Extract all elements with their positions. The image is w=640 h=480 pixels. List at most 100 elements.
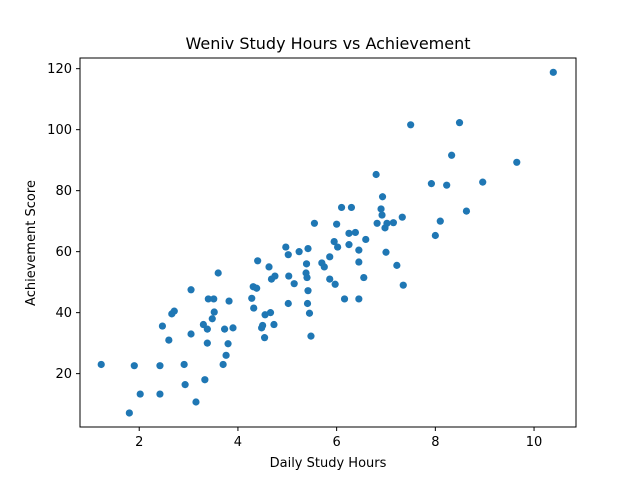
data-point xyxy=(187,330,195,338)
plot-frame xyxy=(79,57,577,428)
data-point xyxy=(462,207,471,215)
data-point xyxy=(355,258,363,266)
data-point xyxy=(383,219,391,227)
data-point xyxy=(362,235,370,244)
data-point xyxy=(330,237,338,246)
data-point xyxy=(229,324,237,332)
data-point xyxy=(337,203,346,212)
data-point xyxy=(436,217,444,225)
data-point xyxy=(355,295,363,303)
data-point xyxy=(448,151,456,159)
data-point xyxy=(304,287,312,295)
data-point xyxy=(333,220,341,228)
data-point xyxy=(303,273,311,282)
data-point xyxy=(549,68,557,76)
x-tick-label: 4 xyxy=(234,435,242,450)
data-point xyxy=(136,390,144,398)
data-point xyxy=(443,181,451,189)
data-point xyxy=(203,339,211,347)
data-point xyxy=(393,261,401,269)
data-point xyxy=(266,309,275,317)
y-tick-label: 100 xyxy=(47,123,72,138)
data-point xyxy=(334,243,342,251)
data-point xyxy=(326,253,334,261)
x-tick-label: 8 xyxy=(431,435,439,450)
x-tick-label: 10 xyxy=(526,435,543,450)
data-point xyxy=(219,360,227,369)
data-point xyxy=(125,409,133,417)
y-tick-label: 20 xyxy=(55,367,72,382)
data-point xyxy=(221,325,229,333)
data-point xyxy=(431,231,439,240)
data-point xyxy=(284,251,292,259)
data-point xyxy=(201,376,209,384)
data-point xyxy=(295,248,303,256)
data-point xyxy=(210,295,218,303)
data-point xyxy=(260,334,269,342)
data-point xyxy=(203,325,211,333)
y-tick-label: 80 xyxy=(55,184,72,199)
data-point xyxy=(181,381,189,389)
data-point xyxy=(210,308,218,316)
data-point xyxy=(340,295,349,303)
data-points xyxy=(97,68,557,417)
data-point xyxy=(310,219,319,227)
x-tick-label: 2 xyxy=(135,435,143,450)
data-point xyxy=(347,203,356,212)
data-point xyxy=(208,315,216,323)
data-point xyxy=(214,269,222,277)
data-point xyxy=(382,248,390,256)
data-point xyxy=(170,307,178,315)
data-point xyxy=(265,263,273,271)
data-point xyxy=(156,390,164,398)
y-tick-label: 60 xyxy=(55,245,72,260)
data-point xyxy=(398,213,406,221)
data-point xyxy=(372,170,380,179)
y-axis: 20 40 60 80 100 120 xyxy=(47,62,80,382)
data-point xyxy=(224,340,232,348)
data-point xyxy=(427,180,435,188)
data-point xyxy=(326,275,334,283)
data-point xyxy=(271,272,279,280)
data-point xyxy=(165,336,173,344)
x-axis: 2 4 6 8 10 xyxy=(135,427,542,450)
y-tick-label: 40 xyxy=(55,306,72,321)
data-point xyxy=(225,297,233,305)
data-point xyxy=(355,246,363,254)
data-point xyxy=(97,360,105,369)
data-point xyxy=(222,351,230,359)
data-point xyxy=(345,241,353,249)
data-point xyxy=(290,280,298,288)
data-point xyxy=(253,284,261,292)
data-point xyxy=(130,362,138,370)
data-point xyxy=(345,229,353,237)
data-point xyxy=(305,309,314,317)
data-point xyxy=(204,295,212,303)
data-point xyxy=(377,205,385,213)
data-point xyxy=(399,281,407,289)
data-point xyxy=(250,304,258,312)
data-point xyxy=(479,178,487,186)
data-point xyxy=(187,286,195,294)
chart-title: Weniv Study Hours vs Achievement xyxy=(185,34,470,53)
data-point xyxy=(180,360,188,369)
data-point xyxy=(303,299,312,308)
data-point xyxy=(378,211,386,219)
data-point xyxy=(285,272,293,280)
data-point xyxy=(284,299,292,308)
data-point xyxy=(192,398,200,406)
data-point xyxy=(389,219,397,227)
data-point xyxy=(373,219,381,227)
data-point xyxy=(270,320,278,329)
data-point xyxy=(407,121,415,129)
data-point xyxy=(254,257,262,265)
data-point xyxy=(513,158,521,166)
data-point xyxy=(307,332,315,340)
data-point xyxy=(360,273,368,282)
data-point xyxy=(302,260,311,268)
x-tick-label: 6 xyxy=(332,435,340,450)
data-point xyxy=(331,280,339,288)
data-point xyxy=(455,119,464,127)
data-point xyxy=(304,245,312,253)
